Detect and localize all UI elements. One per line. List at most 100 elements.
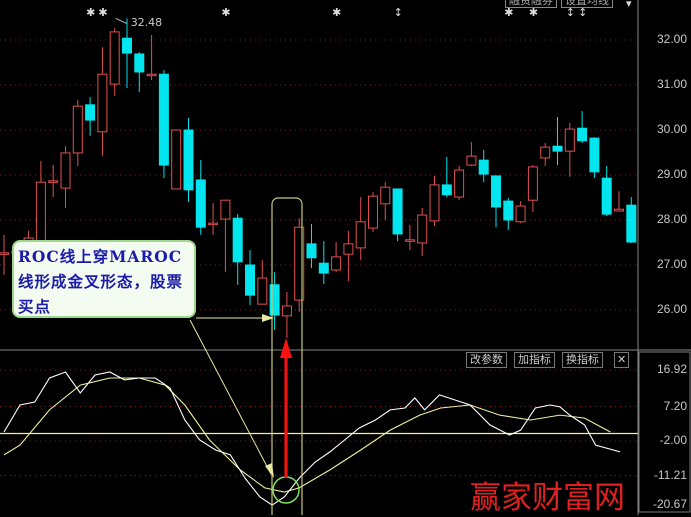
candle-body xyxy=(122,37,132,54)
candle-body xyxy=(380,186,391,205)
candle xyxy=(97,47,108,157)
candle-body xyxy=(441,184,452,196)
star-icon[interactable]: ✱ xyxy=(528,6,539,19)
candle-body xyxy=(577,127,588,142)
candle xyxy=(85,97,96,136)
candle-body xyxy=(0,252,9,255)
candle-body xyxy=(85,104,96,121)
candle-body xyxy=(614,208,624,212)
updown-arrow-icon[interactable]: ↕ xyxy=(393,6,403,19)
candle xyxy=(491,175,501,228)
candle-body xyxy=(503,200,514,221)
star-icon[interactable]: ✱ xyxy=(221,6,231,19)
candle xyxy=(527,165,538,212)
candle xyxy=(503,197,514,230)
annotation-callout: ROC线上穿MAROC线形成金叉形态，股票买点 xyxy=(12,240,196,318)
price-tick-label: 26.00 xyxy=(656,302,687,316)
candle xyxy=(355,197,366,261)
candle-body xyxy=(564,128,575,152)
candle xyxy=(146,35,157,81)
candle-body xyxy=(109,31,120,85)
candle-body xyxy=(454,169,465,198)
candle-body xyxy=(491,175,501,208)
star-icon[interactable]: ✱ xyxy=(98,6,108,19)
candle-body xyxy=(158,73,169,166)
candle-body xyxy=(515,205,526,223)
candle xyxy=(392,188,403,242)
golden-cross-highlight xyxy=(271,197,303,515)
candle xyxy=(134,52,145,93)
candle-body xyxy=(318,262,329,274)
candle-body xyxy=(281,305,292,317)
candle xyxy=(171,129,182,190)
annotation-text: ROC线上穿MAROC线形成金叉形态，股票买点 xyxy=(18,247,184,316)
candle xyxy=(318,241,329,284)
candle-body xyxy=(171,129,182,190)
annotation-arrow-icon-2 xyxy=(265,463,274,478)
candle xyxy=(232,214,243,285)
candle xyxy=(404,224,415,251)
candle-body xyxy=(294,226,305,301)
candle xyxy=(343,230,354,282)
candle xyxy=(60,146,71,208)
candle xyxy=(380,182,391,220)
candle xyxy=(281,292,292,338)
candle xyxy=(158,70,169,179)
candle xyxy=(48,165,59,198)
candle-body xyxy=(232,217,243,263)
star-icon[interactable]: ✱ xyxy=(86,6,96,19)
annotation-arrow-icon xyxy=(262,314,274,322)
candle xyxy=(564,122,575,177)
candle xyxy=(208,202,219,235)
candle xyxy=(589,137,600,179)
candle-body xyxy=(343,243,354,255)
star-icon[interactable]: ✱ xyxy=(332,6,342,19)
price-tick-label: 29.00 xyxy=(656,167,687,181)
candle xyxy=(72,99,83,166)
candle-body xyxy=(601,177,612,215)
price-tick-label: 32.00 xyxy=(656,32,687,46)
candle xyxy=(601,166,612,216)
add-indicator-button[interactable]: 加指标 xyxy=(514,352,555,368)
updown-arrow-icon[interactable]: ↕ xyxy=(565,6,576,19)
set-ma-button[interactable]: 设置均线 xyxy=(561,0,613,8)
candle xyxy=(466,142,477,166)
candle xyxy=(417,207,428,256)
candle xyxy=(0,234,9,275)
candle-body xyxy=(60,152,71,189)
candle xyxy=(183,117,194,202)
star-icon[interactable]: ✱ xyxy=(504,6,514,19)
candle-body xyxy=(183,129,194,191)
candle xyxy=(331,242,342,273)
candle-body xyxy=(626,204,637,243)
menu-arrow-icon[interactable]: ▾ xyxy=(626,0,632,10)
candle-body xyxy=(257,277,268,305)
edit-params-button[interactable]: 改参数 xyxy=(466,352,507,368)
candle xyxy=(614,191,624,212)
candle xyxy=(109,27,120,96)
close-indicator-button[interactable]: ✕ xyxy=(614,352,630,368)
indicator-tick-label: -20.67 xyxy=(652,497,687,511)
candle-body xyxy=(245,264,255,296)
candle-body xyxy=(146,73,157,77)
candle-body xyxy=(48,180,59,183)
candle xyxy=(245,250,255,306)
indicator-axis-frame xyxy=(638,351,691,513)
margin-trading-button[interactable]: 融资融券 xyxy=(505,0,557,8)
candle xyxy=(540,143,551,166)
price-tick-label: 30.00 xyxy=(656,122,687,136)
switch-indicator-button[interactable]: 换指标 xyxy=(562,352,603,368)
maroc-line xyxy=(3,377,611,493)
indicator-tick-label: -2.00 xyxy=(659,433,687,447)
candle xyxy=(454,166,465,201)
updown-arrow-icon[interactable]: ↕ xyxy=(578,6,588,19)
candle xyxy=(515,201,526,224)
candle xyxy=(577,111,588,144)
candle xyxy=(552,116,563,166)
candle-body xyxy=(269,284,280,316)
candle-body xyxy=(417,214,428,244)
indicator-tick-label: 7.20 xyxy=(663,398,687,413)
candle-body xyxy=(527,166,538,201)
price-tick-label: 31.00 xyxy=(656,77,687,91)
